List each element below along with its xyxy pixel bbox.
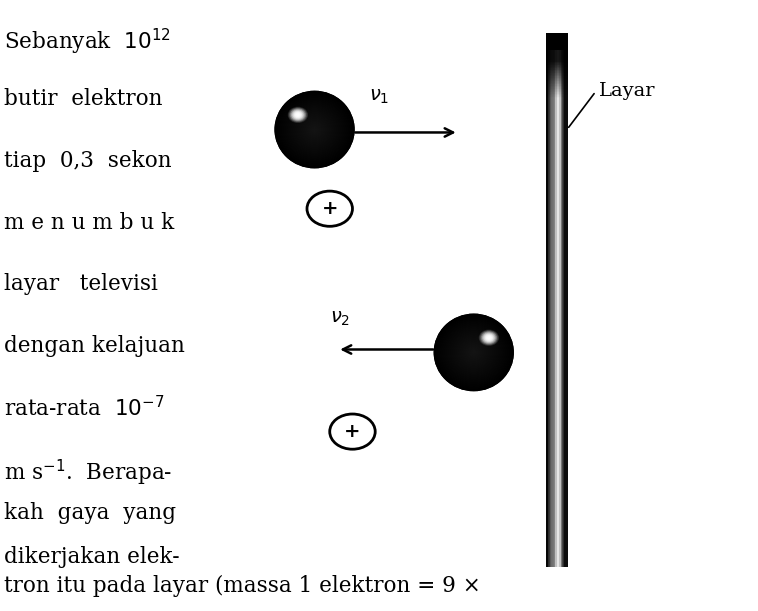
Ellipse shape [289,104,340,155]
Ellipse shape [440,320,507,385]
Ellipse shape [458,337,490,368]
Ellipse shape [291,107,338,152]
Text: layar   televisi: layar televisi [4,273,158,295]
Ellipse shape [464,343,484,362]
Text: $\nu_2$: $\nu_2$ [330,309,349,327]
Ellipse shape [305,120,324,139]
Ellipse shape [297,112,332,147]
Ellipse shape [312,128,317,131]
Ellipse shape [295,111,334,148]
Ellipse shape [299,114,330,145]
Ellipse shape [302,118,327,141]
Ellipse shape [450,329,497,375]
Ellipse shape [434,314,513,390]
Text: m s$^{-1}$.  Berapa-: m s$^{-1}$. Berapa- [4,458,172,488]
Ellipse shape [281,97,348,162]
Ellipse shape [484,334,494,342]
Text: Sebanyak  $10^{12}$: Sebanyak $10^{12}$ [4,27,171,57]
Text: tiap  0,3  sekon: tiap 0,3 sekon [4,150,171,172]
Ellipse shape [438,318,509,387]
Ellipse shape [482,332,496,343]
Ellipse shape [290,108,306,122]
Ellipse shape [460,339,487,366]
Ellipse shape [285,101,344,158]
Circle shape [330,414,375,449]
Text: +: + [321,200,338,218]
Circle shape [307,191,352,226]
Ellipse shape [456,335,491,370]
Text: $\nu_1$: $\nu_1$ [369,88,389,106]
Ellipse shape [448,327,500,377]
Ellipse shape [479,331,499,345]
Ellipse shape [468,346,480,358]
Ellipse shape [275,92,354,167]
Ellipse shape [288,108,308,122]
Ellipse shape [454,334,493,371]
Ellipse shape [311,126,318,133]
Ellipse shape [487,337,490,339]
Ellipse shape [287,103,342,156]
Text: dikerjakan elek-: dikerjakan elek- [4,546,180,568]
Text: kah  gaya  yang: kah gaya yang [4,502,176,524]
Ellipse shape [471,351,476,354]
Ellipse shape [275,92,354,167]
Ellipse shape [485,335,493,341]
Text: rata-rata  $10^{-7}$: rata-rata $10^{-7}$ [4,397,164,422]
Ellipse shape [442,322,506,383]
Ellipse shape [470,349,478,356]
Ellipse shape [446,326,501,379]
Text: +: + [344,423,361,441]
Ellipse shape [277,93,352,166]
Bar [546,33,567,50]
Ellipse shape [307,122,322,137]
Ellipse shape [291,109,305,120]
Ellipse shape [486,335,492,340]
Ellipse shape [434,314,513,390]
Ellipse shape [462,341,486,364]
Ellipse shape [437,316,511,389]
Ellipse shape [301,116,328,143]
Text: m e n u m b u k: m e n u m b u k [4,211,174,233]
Ellipse shape [294,112,302,118]
Text: dengan kelajuan: dengan kelajuan [4,335,185,357]
Ellipse shape [481,331,497,344]
Ellipse shape [293,109,337,150]
Ellipse shape [452,331,496,373]
Text: butir  elektron: butir elektron [4,89,162,111]
Text: Layar: Layar [599,82,656,100]
Ellipse shape [279,95,350,164]
Text: tron itu pada layar (massa 1 elektron = 9 ×: tron itu pada layar (massa 1 elektron = … [4,576,481,598]
Ellipse shape [283,99,346,160]
Ellipse shape [296,114,299,116]
Ellipse shape [466,345,481,360]
Ellipse shape [444,324,503,381]
Ellipse shape [295,112,301,117]
Ellipse shape [293,111,303,119]
Ellipse shape [309,124,321,135]
